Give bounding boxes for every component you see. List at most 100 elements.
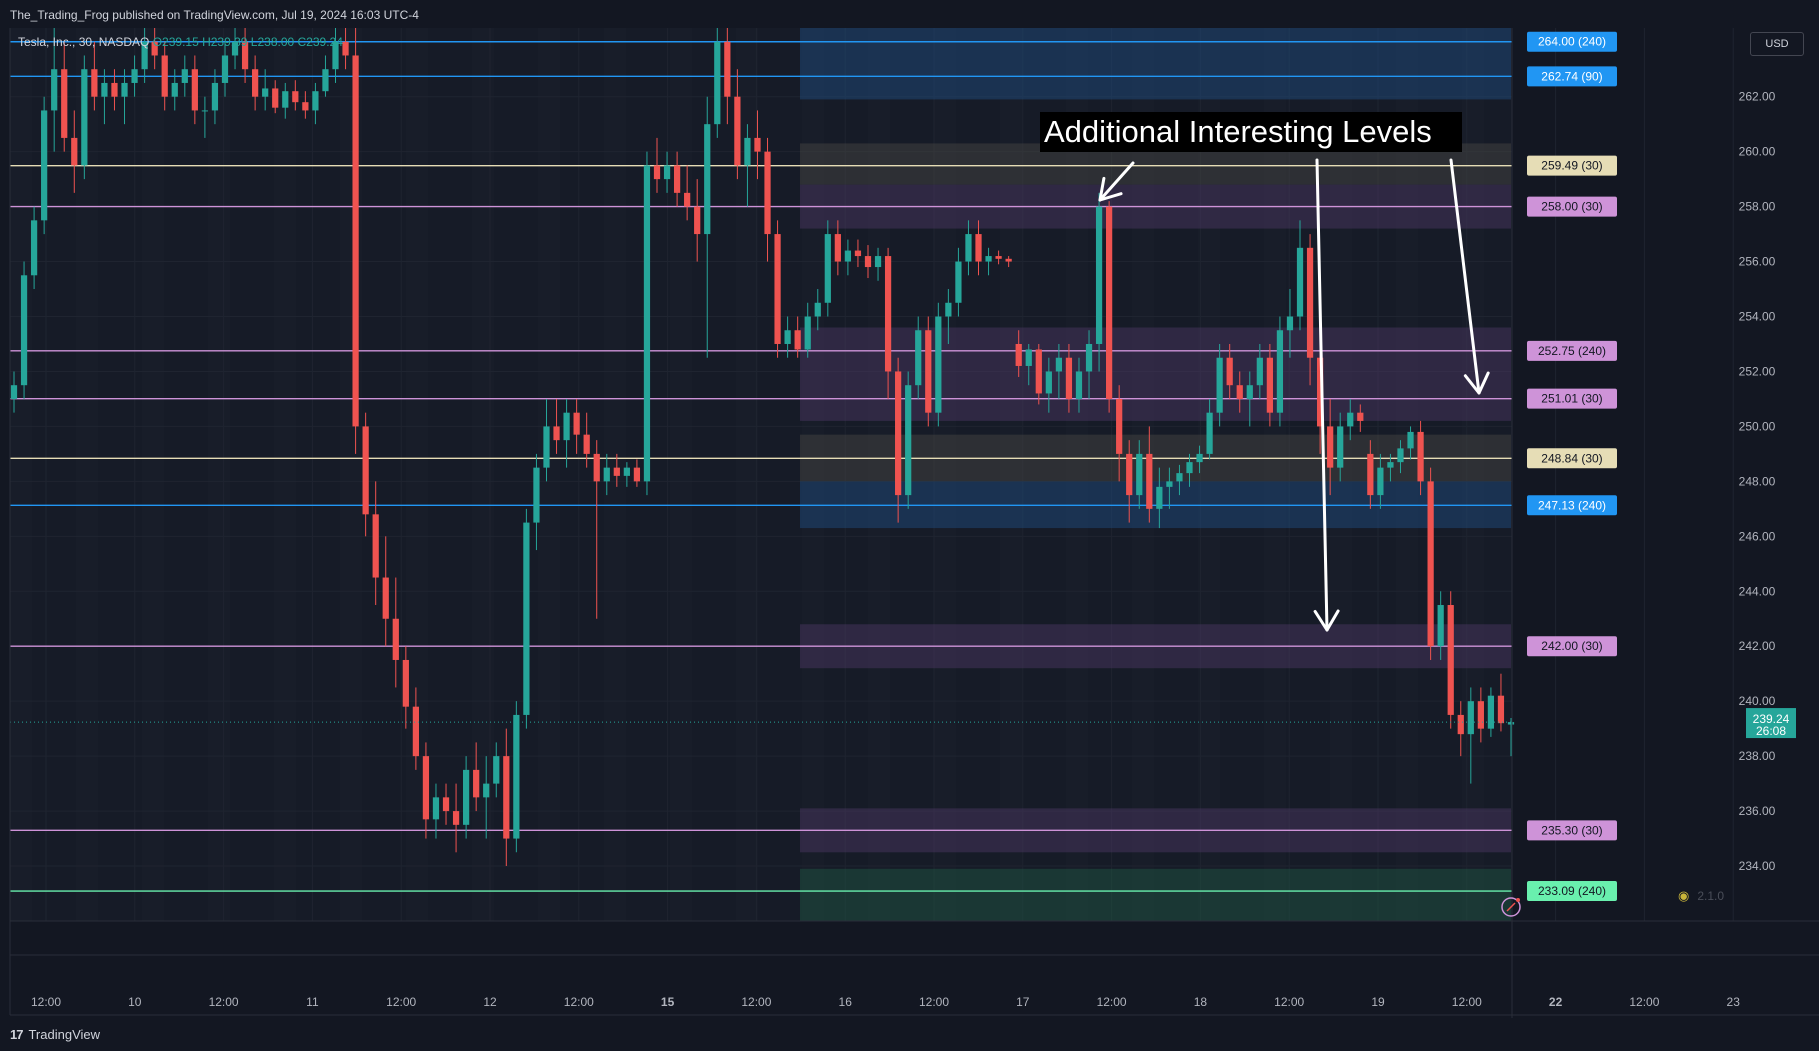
candle-body	[402, 659, 409, 707]
session-band	[10, 28, 32, 921]
level-label-box	[1527, 155, 1617, 176]
candle-body	[503, 756, 510, 839]
level-label: 258.00 (30)	[1541, 200, 1602, 214]
time-tick-label: 12:00	[31, 995, 61, 1009]
candle-body	[262, 88, 269, 97]
time-tick-label: 12:00	[1097, 995, 1127, 1009]
session-band	[1132, 28, 1154, 921]
candle-body	[101, 82, 108, 97]
candle-body	[543, 426, 550, 468]
session-band	[1264, 28, 1286, 921]
candle-body	[1075, 371, 1083, 399]
price-tick-label: 260.00	[1739, 145, 1776, 159]
session-band	[1462, 28, 1484, 921]
candle-body	[493, 756, 500, 784]
tradingview-logo-icon: 17	[10, 1027, 24, 1042]
candle-body	[864, 256, 872, 268]
level-label-box	[1527, 881, 1617, 902]
tradingview-brand[interactable]: 17 TradingView	[10, 1027, 100, 1042]
last-price-label: 239.24	[1753, 712, 1790, 726]
time-tick-label: 12:00	[386, 995, 416, 1009]
candle-body	[744, 137, 751, 166]
candle-body	[10, 385, 18, 399]
candle-body	[643, 165, 651, 482]
time-tick-label: 12:00	[564, 995, 594, 1009]
candle-body	[442, 797, 450, 812]
candle-body	[151, 41, 158, 56]
session-band	[736, 28, 758, 921]
session-band	[1198, 28, 1220, 921]
candle-body	[603, 467, 610, 482]
level-label-box	[1527, 636, 1617, 657]
candle-body	[302, 102, 309, 111]
candle-body	[1116, 398, 1123, 454]
level-label: 251.01 (30)	[1541, 392, 1602, 406]
candle-body	[342, 41, 349, 56]
candle-body	[975, 234, 982, 262]
level-label-box	[1527, 448, 1617, 469]
time-tick-label: 12:00	[741, 995, 771, 1009]
candle-body	[523, 522, 530, 715]
candle-body	[352, 55, 359, 427]
candle-body	[61, 69, 68, 138]
candle-body	[854, 250, 862, 257]
candle-body	[1367, 453, 1374, 496]
candle-body	[684, 192, 691, 207]
level-label: 262.74 (90)	[1541, 69, 1602, 83]
candle-body	[1407, 431, 1414, 449]
candle-body	[1427, 481, 1434, 647]
candle-body	[272, 88, 279, 108]
candle-body	[1357, 412, 1364, 421]
candle-body	[1457, 714, 1464, 735]
level-label: 247.13 (240)	[1538, 498, 1606, 512]
candle-body	[774, 234, 781, 344]
price-tick-label: 262.00	[1739, 90, 1776, 104]
candle-body	[91, 69, 98, 97]
candle-body	[673, 165, 681, 193]
price-tick-label: 258.00	[1739, 200, 1776, 214]
candle-body	[1236, 385, 1243, 399]
candle-body	[20, 275, 28, 386]
alert-icon-dot	[1516, 898, 1520, 902]
candle-body	[905, 385, 912, 496]
candle-body	[1296, 247, 1304, 317]
candle-body	[1146, 453, 1153, 509]
currency-button[interactable]: USD	[1750, 32, 1804, 56]
candle-body	[734, 96, 741, 166]
price-tick-label: 256.00	[1739, 255, 1776, 269]
candle-body	[824, 234, 831, 303]
level-label: 264.00 (240)	[1538, 35, 1606, 49]
price-tick-label: 254.00	[1739, 310, 1776, 324]
level-label: 259.49 (30)	[1541, 159, 1602, 173]
candle-body	[1276, 330, 1284, 413]
session-band	[76, 28, 98, 921]
alert-icon[interactable]	[1501, 897, 1521, 917]
candle-body	[1065, 357, 1073, 399]
candle-body	[1005, 258, 1012, 262]
publish-header: The_Trading_Frog published on TradingVie…	[0, 0, 1819, 28]
candle-body	[945, 302, 952, 317]
candle-body	[754, 137, 761, 152]
time-tick-label: 15	[661, 995, 675, 1009]
candle-body	[1306, 247, 1314, 358]
candle-body	[623, 467, 630, 476]
candle-body	[191, 69, 198, 111]
candle-body	[704, 124, 711, 235]
price-tick-label: 234.00	[1739, 859, 1776, 873]
candle-body	[372, 514, 379, 578]
time-tick-label: 12:00	[1452, 995, 1482, 1009]
candle-body	[312, 91, 319, 111]
candle-body	[884, 256, 892, 372]
candle-body	[1055, 357, 1063, 372]
candle-body	[1286, 316, 1294, 331]
time-tick-label: 12:00	[1629, 995, 1659, 1009]
price-tick-label: 238.00	[1739, 749, 1776, 763]
indicator-version: ◉ 2.1.0	[1678, 888, 1724, 904]
price-tick-label: 250.00	[1739, 419, 1776, 433]
time-tick-label: 17	[1016, 995, 1030, 1009]
time-tick-label: 23	[1727, 995, 1741, 1009]
candle-body	[965, 234, 972, 262]
candle-body	[1025, 349, 1032, 366]
level-label: 252.75 (240)	[1538, 344, 1606, 358]
